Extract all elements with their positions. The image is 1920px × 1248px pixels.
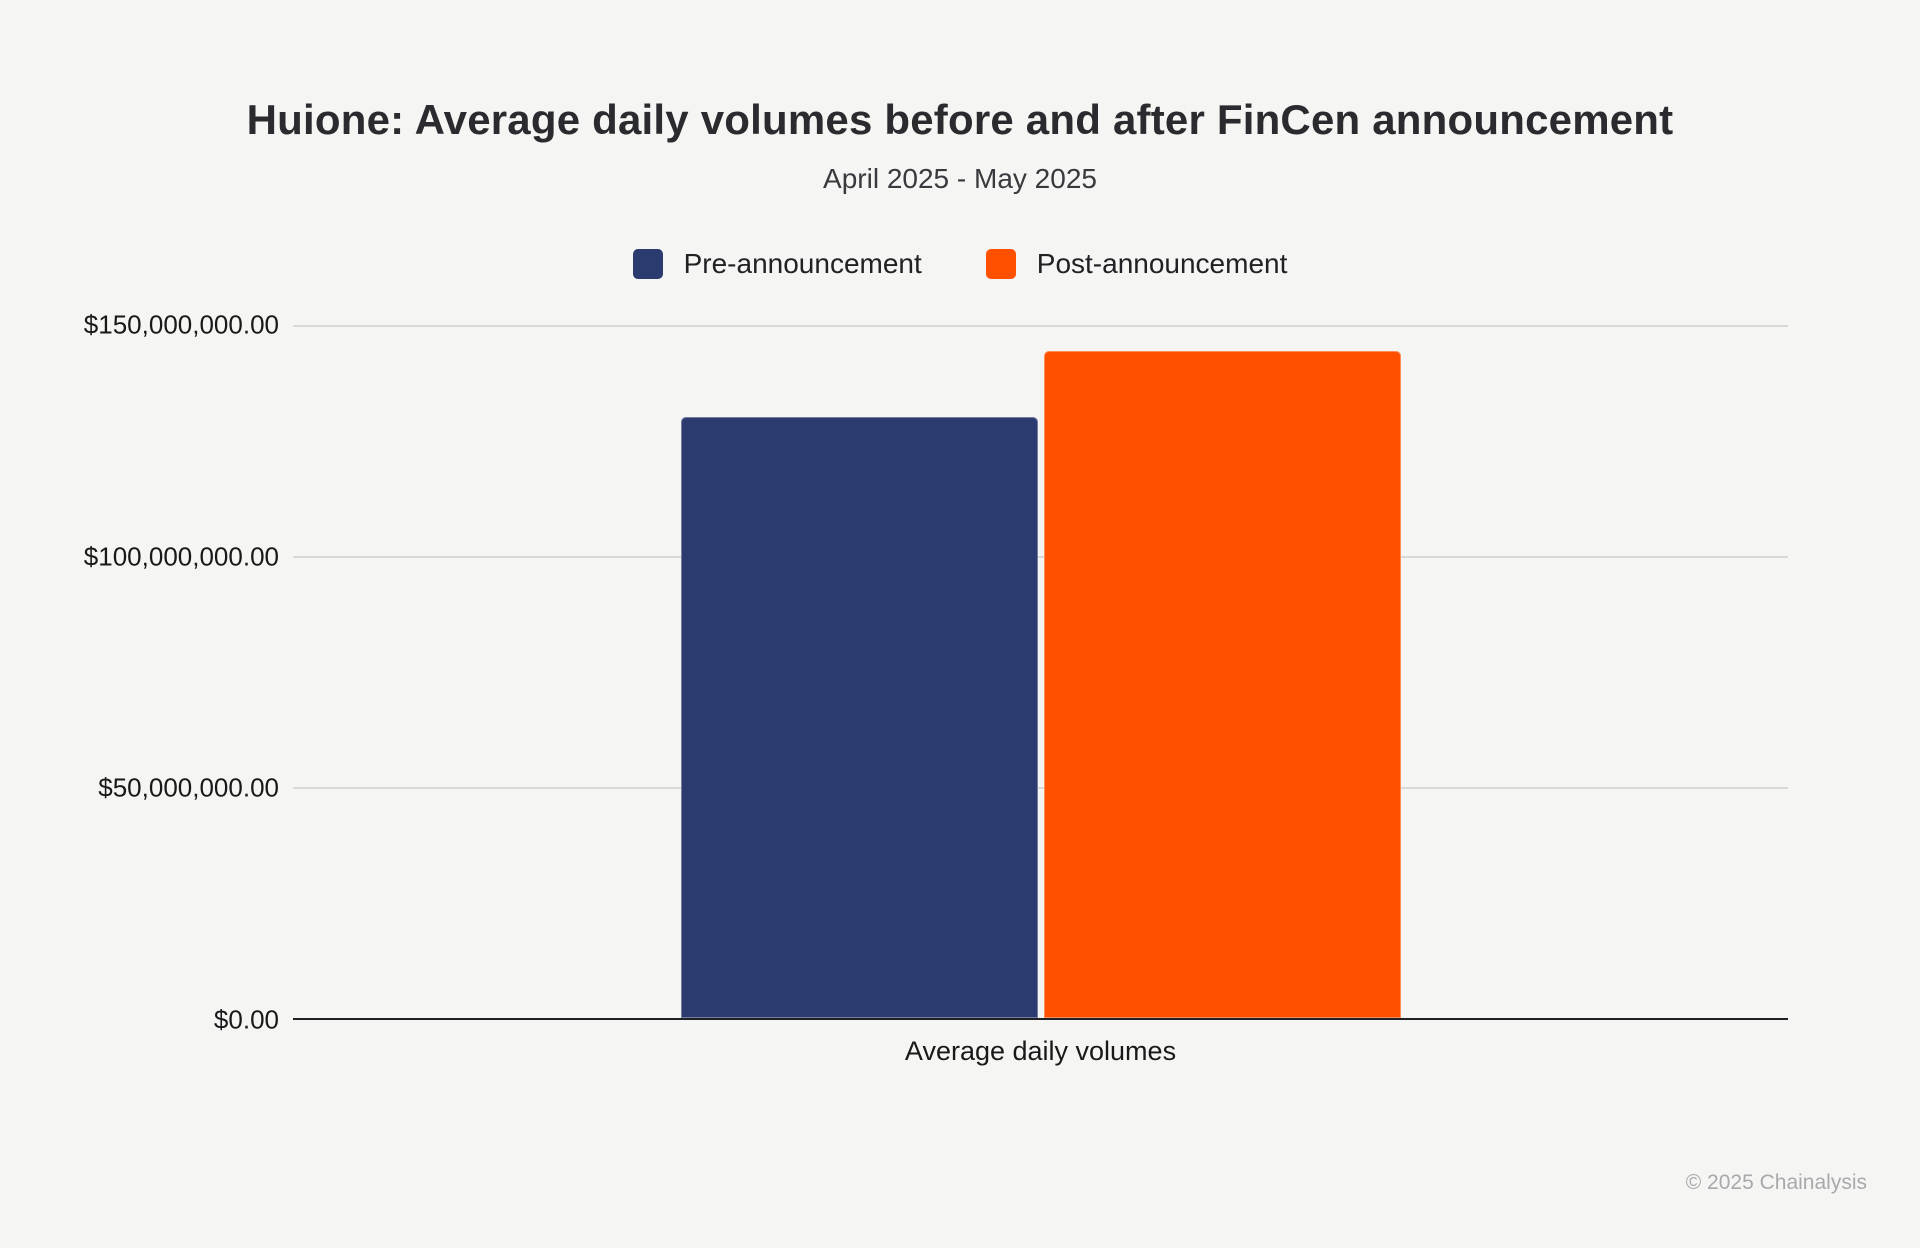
legend-label-post-announcement: Post-announcement — [1036, 248, 1288, 279]
x-axis-category-label: Average daily volumes — [904, 1036, 1177, 1066]
y-tick-label-50m: $50,000,000.00 — [98, 772, 279, 803]
legend-swatch-post-announcement — [985, 249, 1016, 279]
y-tick-label-150m: $150,000,000.00 — [83, 309, 279, 340]
bar-pre-announcement[interactable] — [680, 417, 1038, 1018]
plot-area — [293, 325, 1788, 1020]
y-tick-label-100m: $100,000,000.00 — [83, 541, 279, 572]
legend-item-pre-announcement[interactable]: Pre-announcement — [632, 248, 922, 280]
gridline-100m — [293, 555, 1788, 558]
legend-label-pre-announcement: Pre-announcement — [683, 248, 922, 279]
copyright-credit: © 2025 Chainalysis — [1685, 1171, 1867, 1194]
legend-swatch-pre-announcement — [632, 249, 663, 279]
bar-group-average-daily-volumes — [293, 325, 1788, 1018]
bar-post-announcement[interactable] — [1043, 350, 1401, 1018]
chart-title: Huione: Average daily volumes before and… — [246, 96, 1674, 143]
gridline-150m — [293, 325, 1788, 327]
gridline-50m — [293, 787, 1788, 789]
y-axis-tick-labels: $150,000,000.00 $100,000,000.00 $50,000,… — [0, 310, 279, 1035]
chart-subtitle: April 2025 - May 2025 — [823, 163, 1097, 194]
y-tick-label-0: $0.00 — [213, 1004, 279, 1035]
chart-legend: Pre-announcement Post-announcement — [0, 248, 1920, 280]
legend-item-post-announcement[interactable]: Post-announcement — [985, 248, 1288, 280]
